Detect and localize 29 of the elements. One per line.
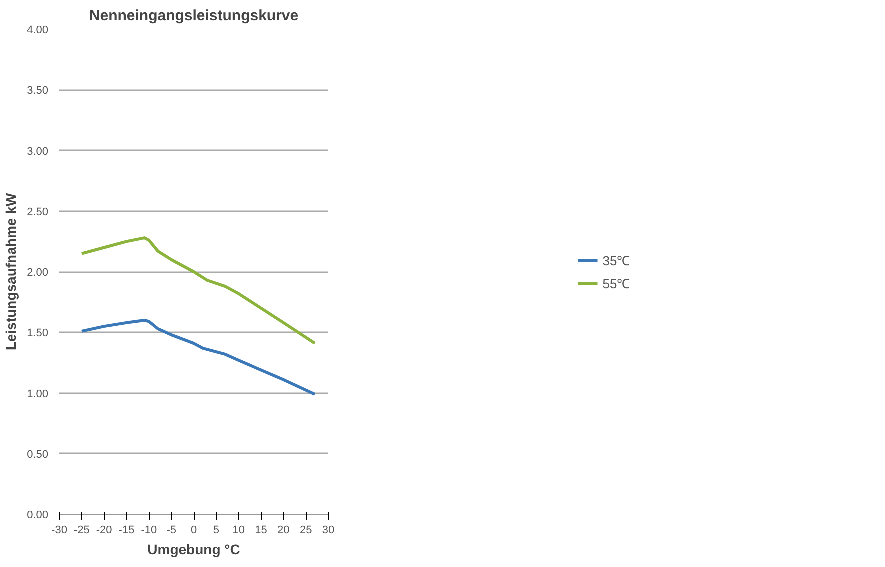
x-tick-label: -5 bbox=[166, 524, 176, 536]
y-axis-title: Leistungsaufnahme kW bbox=[3, 192, 20, 351]
line-series bbox=[80, 319, 317, 396]
y-tick-label: 2.00 bbox=[27, 267, 49, 279]
legend-label: 35℃ bbox=[602, 252, 630, 269]
y-tick-label: 2.50 bbox=[27, 206, 49, 218]
x-axis-title: Umgebung °C bbox=[148, 542, 240, 558]
y-tick-label: 4.00 bbox=[27, 24, 49, 36]
x-tick-label: 20 bbox=[278, 524, 290, 536]
x-tick-label: -30 bbox=[52, 524, 68, 536]
y-tick-label: 3.50 bbox=[27, 85, 49, 98]
legend-label: 55℃ bbox=[602, 275, 630, 292]
y-tick-label: 0.50 bbox=[27, 448, 49, 461]
x-tick-label: 30 bbox=[322, 524, 335, 536]
x-tick-label: -15 bbox=[118, 524, 135, 536]
chart-title: Nenneingangsleistungskurve bbox=[89, 8, 299, 24]
x-tick-label: 5 bbox=[213, 524, 220, 536]
y-tick-label: 3.00 bbox=[27, 146, 49, 158]
line-series bbox=[80, 236, 317, 346]
x-tick-label: 10 bbox=[232, 524, 245, 536]
y-tick-label: 1.50 bbox=[27, 328, 49, 340]
x-tick-label: -20 bbox=[96, 524, 112, 536]
x-tick-label: -10 bbox=[141, 524, 158, 536]
x-tick-label: 0 bbox=[190, 524, 198, 536]
y-tick-label: 0.00 bbox=[27, 510, 49, 522]
x-tick-label: 15 bbox=[255, 524, 268, 536]
x-tick-label: -25 bbox=[74, 524, 90, 536]
y-tick-label: 1.00 bbox=[27, 388, 49, 400]
x-tick-label: 25 bbox=[300, 524, 312, 536]
